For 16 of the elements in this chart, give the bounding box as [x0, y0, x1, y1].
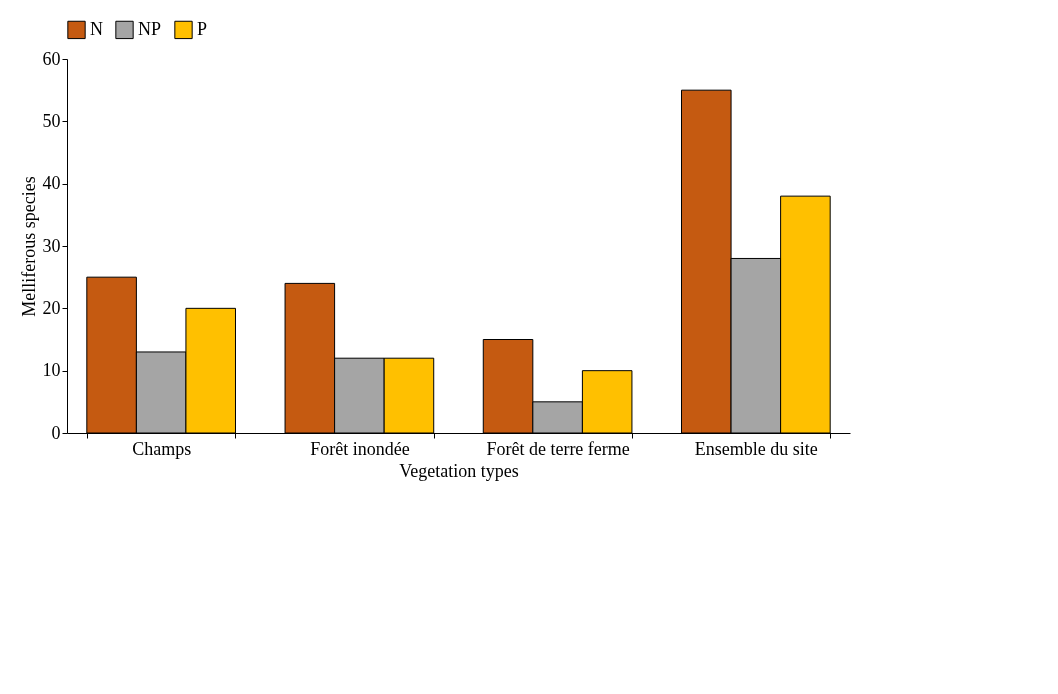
- y-tick-label: 60: [42, 48, 61, 69]
- legend-label: N: [90, 18, 103, 39]
- y-tick-label: 40: [42, 173, 61, 194]
- y-axis-title: Melliferous species: [18, 176, 39, 317]
- x-tick-label: Ensemble du site: [694, 438, 818, 459]
- y-tick-label: 10: [42, 360, 61, 381]
- x-tick-label: Champs: [132, 438, 192, 459]
- x-axis-title: Vegetation types: [399, 460, 519, 481]
- legend-label: NP: [138, 18, 162, 39]
- x-tick-label: Forêt de terre ferme: [486, 438, 630, 459]
- y-tick-label: 50: [42, 110, 61, 131]
- y-tick-label: 0: [51, 422, 61, 443]
- y-tick-label: 20: [42, 297, 61, 318]
- x-tick-label: Forêt inondée: [310, 438, 410, 459]
- legend-label: P: [197, 18, 208, 39]
- y-tick-label: 30: [42, 235, 61, 256]
